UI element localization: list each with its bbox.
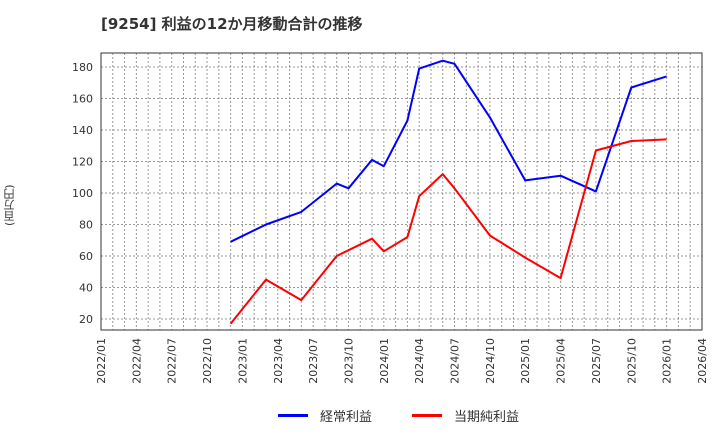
x-tick-label: 2024/01 (378, 338, 391, 384)
x-tick-label: 2025/01 (519, 338, 532, 384)
x-tick-label: 2022/10 (201, 338, 214, 384)
x-tick-label: 2026/04 (696, 338, 709, 384)
x-tick-label: 2022/04 (130, 338, 143, 384)
plot-frame (100, 52, 703, 331)
x-tick-label: 2022/01 (95, 338, 108, 384)
x-tick-label: 2023/07 (307, 338, 320, 384)
x-tick-label: 2026/01 (661, 338, 674, 384)
series-line (229, 138, 667, 325)
y-tick-label: 60 (79, 250, 93, 263)
x-tick-label: 2023/10 (342, 338, 355, 384)
x-tick-label: 2025/10 (625, 338, 638, 384)
y-tick-label: 180 (72, 61, 93, 74)
legend-label: 当期純利益 (454, 410, 520, 425)
x-tick-label: 2023/04 (272, 338, 285, 384)
chart-title: [9254] 利益の12か月移動合計の推移 (101, 15, 363, 33)
legend-item-net-income: 当期純利益 (412, 406, 519, 425)
legend-label: 経常利益 (320, 410, 373, 425)
y-tick-label: 80 (79, 219, 93, 232)
y-tick-label: 40 (79, 282, 93, 295)
y-tick-label: 100 (72, 187, 93, 200)
x-tick-label: 2024/04 (413, 338, 426, 384)
legend-swatch-blue (278, 414, 308, 417)
x-tick-label: 2024/10 (484, 338, 497, 384)
legend-swatch-red (412, 414, 443, 417)
y-tick-label: 20 (79, 313, 93, 326)
y-tick-label: 140 (72, 124, 93, 137)
series-line (230, 59, 667, 243)
legend: 経常利益 当期純利益 (278, 406, 559, 425)
legend-item-ordinary-profit: 経常利益 (278, 406, 372, 425)
x-tick-label: 2025/07 (590, 338, 603, 384)
x-tick-label: 2024/07 (449, 338, 462, 384)
x-tick-label: 2025/04 (555, 338, 568, 384)
x-tick-label: 2022/07 (166, 338, 179, 384)
x-tick-label: 2023/01 (236, 338, 249, 384)
y-tick-label: 160 (72, 93, 93, 106)
y-tick-label: 120 (72, 156, 93, 169)
